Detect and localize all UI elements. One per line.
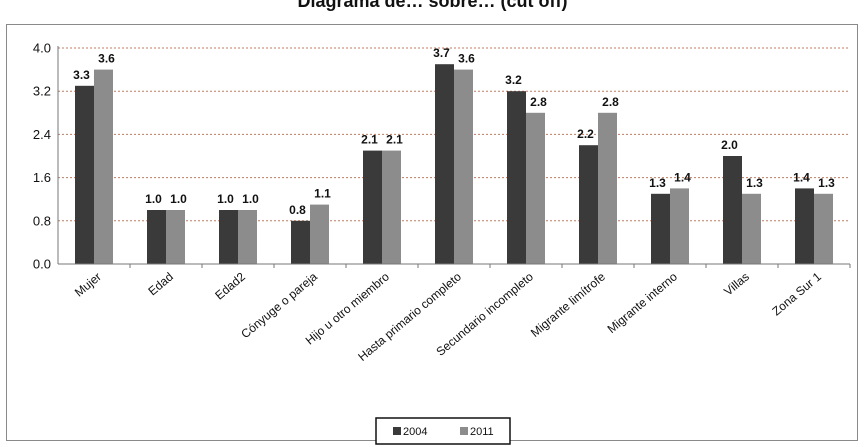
- value-label: 3.7: [433, 46, 450, 60]
- bar-2004: [147, 210, 166, 264]
- bar-2011: [238, 210, 257, 264]
- value-label: 1.0: [242, 192, 259, 206]
- value-label: 0.8: [289, 203, 306, 217]
- legend-label: 2011: [470, 426, 494, 438]
- y-tick-label: 1.6: [33, 170, 51, 185]
- value-label: 3.6: [98, 52, 115, 66]
- value-label: 1.0: [217, 192, 234, 206]
- legend-label: 2004: [403, 426, 427, 438]
- value-label: 3.3: [73, 68, 90, 82]
- value-label: 2.1: [386, 133, 403, 147]
- bar-2011: [670, 188, 689, 264]
- value-label: 3.6: [458, 52, 475, 66]
- bar-2011: [454, 69, 473, 264]
- bar-2004: [795, 188, 814, 264]
- value-label: 1.3: [746, 176, 763, 190]
- x-tick-label: Migrante limítrofe: [528, 269, 608, 340]
- value-label: 1.4: [793, 170, 810, 184]
- x-tick-label: Zona Sur 1: [769, 269, 824, 318]
- x-tick-label: Villas: [721, 270, 752, 299]
- y-tick-label: 0.0: [33, 257, 51, 272]
- legend: 2004 2011: [375, 417, 511, 445]
- y-tick-label: 4.0: [33, 41, 51, 56]
- value-label: 2.8: [602, 95, 619, 109]
- value-label: 1.0: [145, 192, 162, 206]
- value-label: 3.2: [505, 73, 522, 87]
- chart-title: Diagrama de… sobre… (cut off): [297, 0, 568, 11]
- value-labels: 3.3 3.6 1.0 1.0 1.0 1.0 0.8 1.1 2.1 2.1 3.7 3.6 3.2 2…: [73, 46, 835, 217]
- bar-2004: [723, 156, 742, 264]
- value-label: 1.3: [649, 176, 666, 190]
- bar-2011: [742, 193, 761, 264]
- bar-2004: [291, 220, 310, 264]
- y-tick-label: 3.2: [33, 84, 51, 99]
- y-tick-label: 0.8: [33, 213, 51, 228]
- bar-2004: [579, 145, 598, 264]
- legend-swatch-2004: [393, 427, 401, 435]
- bar-2011: [526, 112, 545, 264]
- x-tick-label: Mujer: [72, 270, 104, 300]
- value-label: 1.4: [674, 170, 691, 184]
- x-tick-label: Migrante interno: [604, 269, 680, 336]
- value-label: 2.2: [577, 127, 594, 141]
- x-tick-label: Edad: [145, 270, 175, 299]
- bar-2004: [219, 210, 238, 264]
- bar-2004: [75, 85, 94, 264]
- value-label: 2.8: [530, 95, 547, 109]
- bar-2011: [310, 204, 329, 264]
- value-label: 1.1: [314, 187, 331, 201]
- legend-swatch-2011: [460, 427, 468, 435]
- x-tick-label: Edad2: [212, 269, 248, 302]
- bar-2004: [435, 64, 454, 264]
- bar-2004: [363, 150, 382, 264]
- value-label: 1.0: [170, 192, 187, 206]
- y-axis: 0.0 0.8 1.6 2.4 3.2 4.0: [33, 41, 59, 272]
- bar-2011: [94, 69, 113, 264]
- bar-2011: [814, 193, 833, 264]
- bars: [75, 64, 833, 264]
- value-label: 2.1: [361, 133, 378, 147]
- bar-2004: [507, 91, 526, 264]
- x-tick-label: Cónyuge o pareja: [238, 269, 320, 341]
- value-label: 2.0: [721, 138, 738, 152]
- bar-2011: [166, 210, 185, 264]
- bar-2011: [382, 150, 401, 264]
- y-tick-label: 2.4: [33, 127, 51, 142]
- bar-2004: [651, 193, 670, 264]
- bar-2011: [598, 112, 617, 264]
- value-label: 1.3: [818, 176, 835, 190]
